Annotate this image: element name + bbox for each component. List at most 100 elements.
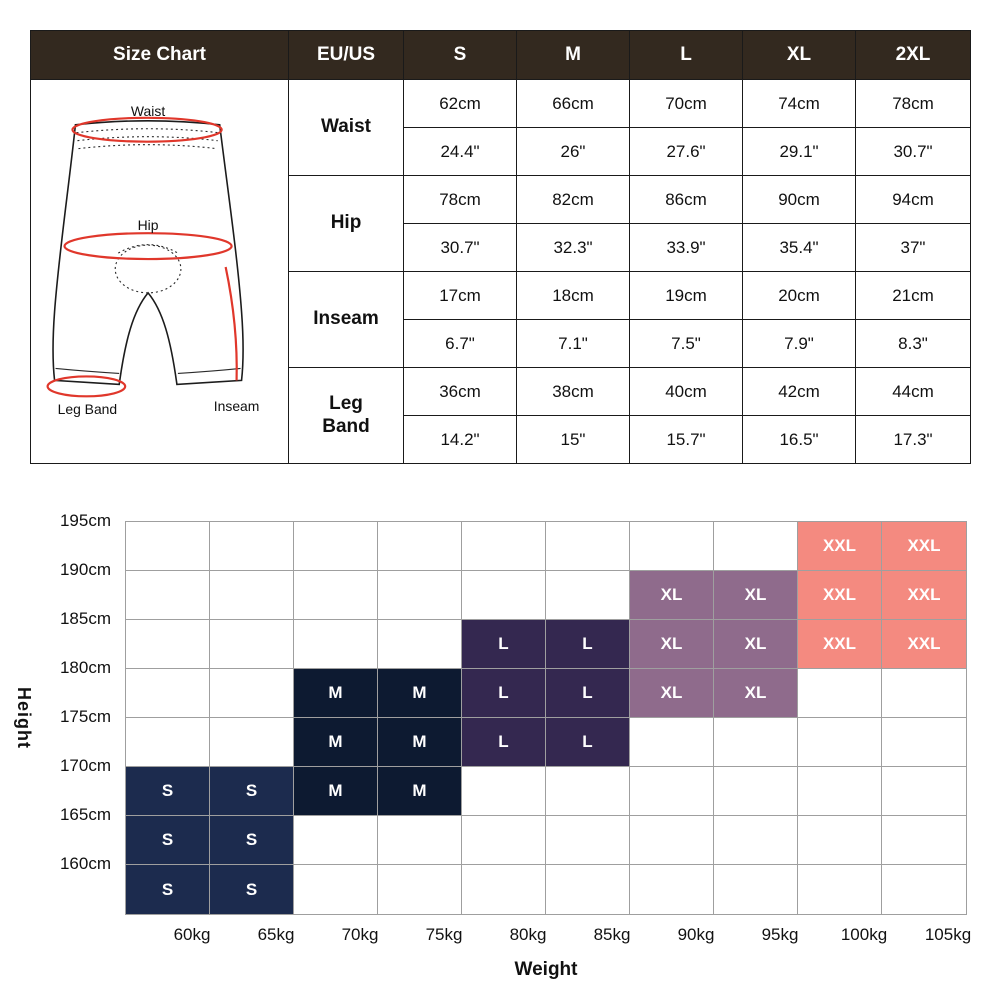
height-weight-cell	[210, 669, 294, 718]
unit-header: EU/US	[288, 30, 404, 80]
height-weight-cell	[294, 571, 378, 620]
height-weight-cell: S	[126, 865, 210, 914]
inseam-cm-s: 17cm	[403, 271, 517, 320]
diagram-legband-label: Leg Band	[58, 401, 118, 417]
height-weight-cell	[546, 816, 630, 865]
inseam-cm-xl: 20cm	[742, 271, 856, 320]
hip-in-xl: 35.4"	[742, 223, 856, 272]
height-weight-cell: L	[546, 718, 630, 767]
height-weight-cell: S	[210, 816, 294, 865]
size-header-xl: XL	[742, 30, 856, 80]
height-weight-cell	[714, 816, 798, 865]
height-weight-cell: XXL	[882, 620, 966, 669]
height-axis-ticks: 195cm 190cm 185cm 180cm 175cm 170cm 165cm 160cm	[35, 511, 119, 915]
legband-cm-l: 40cm	[629, 367, 743, 416]
inseam-measure-line	[224, 266, 238, 381]
legband-in-l: 15.7"	[629, 415, 743, 464]
table-row: Waist Hip Leg Band Inseam Waist 62cm 66c…	[30, 79, 971, 464]
height-weight-cell	[210, 571, 294, 620]
height-weight-cell	[630, 816, 714, 865]
height-weight-cell: M	[378, 669, 462, 718]
legband-in-m: 15"	[516, 415, 630, 464]
height-weight-cell: L	[462, 669, 546, 718]
height-weight-cell	[714, 767, 798, 816]
inseam-cm-l: 19cm	[629, 271, 743, 320]
height-tick-label: 170cm	[59, 756, 111, 775]
hip-cm-2xl: 94cm	[855, 175, 971, 224]
height-weight-cell	[546, 522, 630, 571]
height-weight-cell: XXL	[798, 522, 882, 571]
height-weight-cell	[462, 865, 546, 914]
diagram-inseam-label: Inseam	[214, 398, 260, 414]
hip-in-l: 33.9"	[629, 223, 743, 272]
legband-cm-2xl: 44cm	[855, 367, 971, 416]
height-weight-cell: S	[126, 767, 210, 816]
inseam-in-2xl: 8.3"	[855, 319, 971, 368]
weight-tick-label: 60kg	[173, 925, 211, 944]
size-header-2xl: 2XL	[855, 30, 971, 80]
height-weight-cell	[546, 767, 630, 816]
height-weight-cell: L	[462, 620, 546, 669]
height-weight-cell	[378, 571, 462, 620]
size-header-l: L	[629, 30, 743, 80]
waist-in-xl: 29.1"	[742, 127, 856, 176]
weight-tick-label: 65kg	[257, 925, 295, 944]
weight-tick-label: 70kg	[341, 925, 379, 944]
height-weight-cell	[798, 718, 882, 767]
height-weight-cell: XXL	[798, 620, 882, 669]
height-weight-cell	[462, 522, 546, 571]
height-weight-cell: XL	[714, 571, 798, 620]
height-weight-cell	[294, 816, 378, 865]
table-row: Leg Band 36cm 38cm 40cm 42cm 44cm	[31, 367, 971, 464]
height-weight-cell	[882, 718, 966, 767]
table-row: 14.2" 15" 15.7" 16.5" 17.3"	[31, 415, 971, 464]
shorts-outline	[52, 120, 244, 386]
height-weight-cell	[714, 718, 798, 767]
legband-cm-s: 36cm	[403, 367, 517, 416]
hip-cm-xl: 90cm	[742, 175, 856, 224]
height-weight-cell	[294, 865, 378, 914]
height-weight-cell: M	[294, 718, 378, 767]
shorts-diagram-cell: Waist Hip Leg Band Inseam	[30, 79, 289, 464]
height-tick-label: 180cm	[59, 658, 111, 677]
waist-measure-ellipse	[71, 116, 223, 143]
height-weight-cell	[714, 865, 798, 914]
height-weight-cell	[882, 816, 966, 865]
height-weight-cell	[126, 571, 210, 620]
table-header-row: Size Chart EU/US S M L XL 2XL	[30, 30, 971, 80]
height-weight-cell: XL	[714, 620, 798, 669]
weight-tick-label: 100kg	[840, 925, 888, 944]
inseam-in-s: 6.7"	[403, 319, 517, 368]
height-weight-cell	[798, 865, 882, 914]
weight-tick-label: 105kg	[924, 925, 972, 944]
weight-axis-ticks: 60kg 65kg 70kg 75kg 80kg 85kg 90kg 95kg 100kg 105…	[125, 925, 972, 949]
hip-cm-l: 86cm	[629, 175, 743, 224]
table-row: Inseam 17cm 18cm 19cm 20cm 21cm	[31, 271, 971, 368]
height-weight-cell: XXL	[882, 522, 966, 571]
diagram-hip-label: Hip	[138, 217, 159, 233]
table-row: 6.7" 7.1" 7.5" 7.9" 8.3"	[31, 319, 971, 368]
height-weight-cell	[882, 669, 966, 718]
height-weight-cell: L	[462, 718, 546, 767]
inseam-in-l: 7.5"	[629, 319, 743, 368]
height-tick-label: 165cm	[59, 805, 111, 824]
inseam-cm-2xl: 21cm	[855, 271, 971, 320]
height-weight-cell	[798, 669, 882, 718]
height-weight-cell	[126, 620, 210, 669]
size-header-m: M	[516, 30, 630, 80]
height-weight-cell	[546, 865, 630, 914]
height-weight-cell: XXL	[798, 571, 882, 620]
height-weight-cell: XL	[630, 620, 714, 669]
height-weight-cell	[798, 816, 882, 865]
waist-in-l: 27.6"	[629, 127, 743, 176]
right-leg-band-seam	[177, 367, 241, 374]
size-chart-title: Size Chart	[30, 30, 289, 80]
weight-tick-label: 85kg	[593, 925, 631, 944]
height-weight-cell	[546, 571, 630, 620]
waistband-texture	[77, 136, 218, 142]
hip-measure-ellipse	[63, 232, 233, 261]
height-weight-cell	[210, 718, 294, 767]
height-weight-chart: Height 195cm 190cm 185cm 180cm 175cm 170cm 165…	[14, 511, 971, 980]
height-axis-label: Height	[14, 687, 34, 749]
shorts-illustration: Waist Hip Leg Band Inseam	[46, 103, 260, 417]
